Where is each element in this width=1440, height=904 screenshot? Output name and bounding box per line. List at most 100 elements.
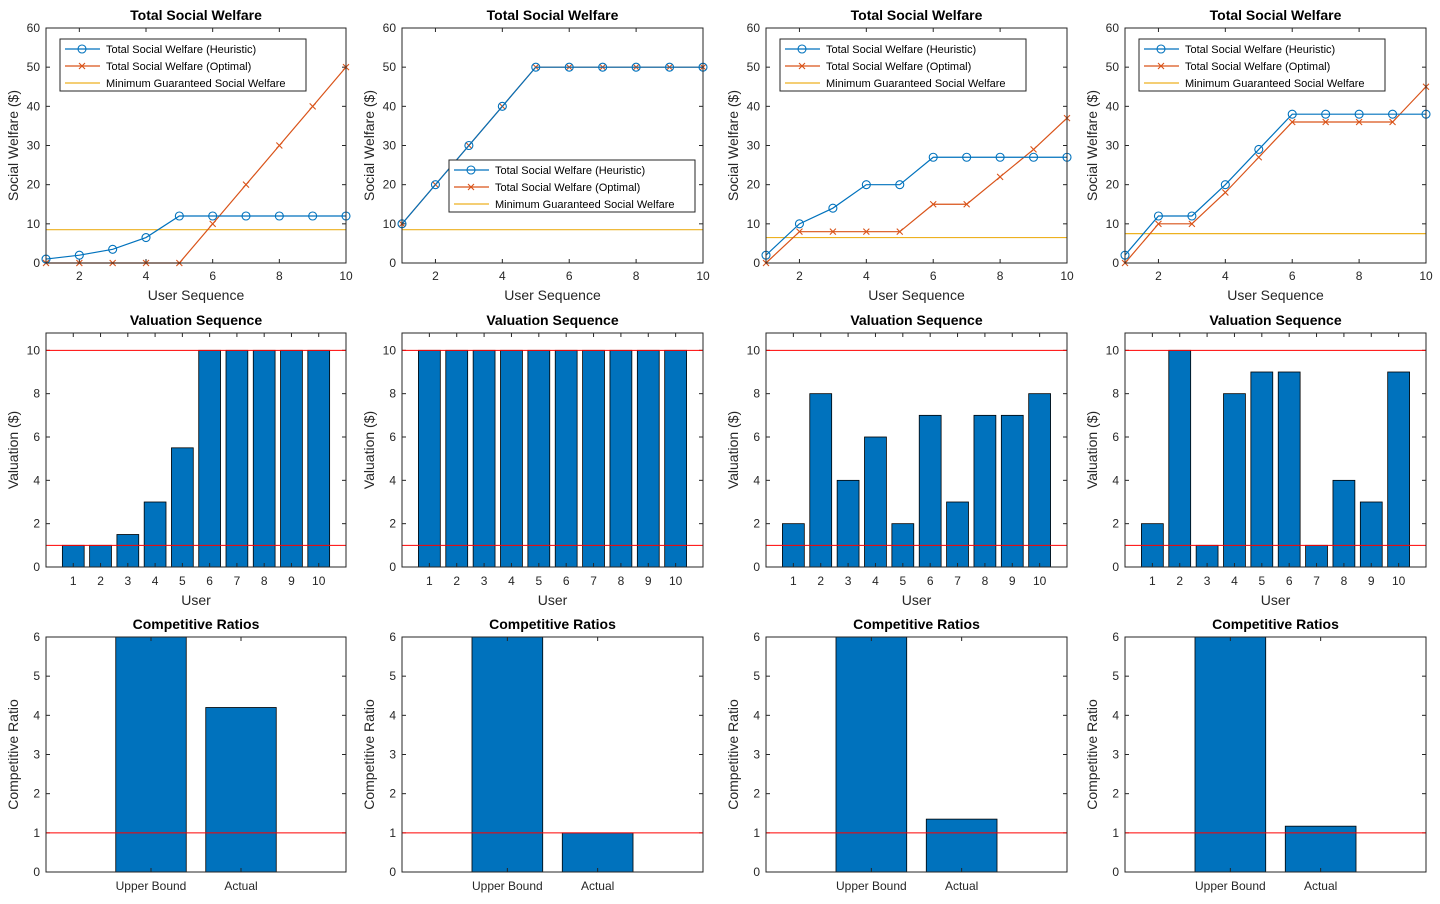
legend: Total Social Welfare (Heuristic) Total So…	[1138, 38, 1386, 92]
y-tick-label: 0	[33, 865, 40, 879]
heuristic-point	[1220, 180, 1230, 190]
x-tick-label: 9	[645, 574, 652, 588]
legend-label: Minimum Guaranteed Social Welfare	[495, 199, 675, 211]
y-tick-label: 0	[1112, 256, 1119, 270]
y-tick-label: 5	[33, 669, 40, 683]
plot-area	[402, 637, 703, 872]
optimal-point	[309, 102, 317, 110]
bar-8	[609, 349, 633, 568]
x-tick-label: Upper Bound	[836, 879, 907, 893]
y-tick-label: 4	[1112, 708, 1119, 722]
y-tick-label: 30	[383, 139, 397, 153]
x-tick-label: 8	[982, 574, 989, 588]
optimal-point	[929, 200, 937, 208]
y-tick-label: 0	[1112, 560, 1119, 574]
optimal-point	[1188, 220, 1196, 228]
y-tick-label: 5	[1112, 669, 1119, 683]
x-tick-label: 4	[499, 269, 506, 283]
chart-title: Valuation Sequence	[486, 312, 618, 328]
x-tick-label: 10	[1060, 269, 1074, 283]
legend-marker-circle	[797, 44, 807, 54]
y-tick-label: 4	[33, 473, 40, 487]
x-tick-label: 10	[1033, 574, 1047, 588]
x-tick-label: 4	[863, 269, 870, 283]
heuristic-point	[962, 152, 972, 162]
bar-2	[445, 349, 469, 568]
bar-upper-bound	[115, 636, 187, 873]
heuristic-point	[464, 140, 474, 151]
bar-9	[280, 349, 303, 568]
bar-10	[307, 349, 331, 568]
heuristic-point	[928, 152, 938, 162]
y-tick-label: 6	[33, 430, 40, 444]
y-tick-label: 3	[753, 748, 760, 762]
x-tick-label: 2	[1155, 269, 1162, 283]
optimal-point	[963, 200, 971, 208]
x-tick-label: 6	[1286, 574, 1293, 588]
x-tick-label: 2	[76, 269, 83, 283]
x-tick-label: 10	[696, 269, 710, 283]
heuristic-point	[1321, 109, 1331, 119]
welfare-chart-1: Total Social Welfare Social Welfare ($) 0 1…	[5, 7, 353, 303]
legend-label: Total Social Welfare (Heuristic)	[106, 44, 256, 56]
x-tick-label: Actual	[1304, 879, 1337, 893]
legend: Total Social Welfare (Heuristic) Total So…	[59, 38, 307, 92]
legend-label: Total Social Welfare (Optimal)	[1185, 61, 1330, 73]
optimal-point	[1322, 118, 1330, 126]
bar-4	[500, 349, 523, 568]
heuristic-point	[308, 211, 318, 221]
y-tick-label: 40	[747, 99, 761, 113]
heuristic-series-line	[1124, 113, 1426, 256]
optimal-point	[242, 181, 250, 189]
x-tick-label: 4	[1231, 574, 1238, 588]
optimal-series-line	[1124, 86, 1427, 264]
x-axis-label: User Sequence	[148, 287, 245, 303]
y-tick-label: 50	[383, 60, 397, 74]
x-tick-label: 4	[872, 574, 879, 588]
x-axis-label: User	[181, 592, 211, 608]
y-tick-label: 10	[27, 343, 41, 357]
x-tick-label: 3	[1204, 574, 1211, 588]
x-tick-label: 6	[566, 269, 573, 283]
x-tick-label: 7	[1313, 574, 1320, 588]
bar-2	[809, 393, 833, 568]
x-tick-label: 8	[1356, 269, 1363, 283]
x-axis-label: User Sequence	[504, 287, 601, 303]
y-tick-label: 0	[1112, 865, 1119, 879]
axes-frame	[45, 332, 347, 568]
y-axis-label: Competitive Ratio	[725, 699, 741, 810]
bar-8	[252, 349, 276, 568]
y-tick-label: 4	[1112, 473, 1119, 487]
optimal-series-line	[765, 117, 1068, 264]
axes-frame	[401, 27, 704, 264]
y-tick-label: 60	[1106, 21, 1120, 35]
legend-box	[779, 38, 1027, 92]
heuristic-point	[1354, 109, 1364, 119]
y-tick-label: 8	[753, 387, 760, 401]
optimal-point	[1355, 118, 1363, 126]
bar-8	[973, 414, 997, 568]
chart-title: Total Social Welfare	[130, 7, 262, 23]
axes-frame	[401, 332, 704, 568]
ratio-chart-1: Competitive Ratios Competitive Ratio 0 1 2 3 4…	[5, 616, 347, 893]
x-tick-label: Actual	[224, 879, 257, 893]
x-tick-label: 8	[633, 269, 640, 283]
y-tick-label: 2	[1112, 517, 1119, 531]
y-tick-label: 3	[1112, 748, 1119, 762]
heuristic-point	[598, 62, 608, 72]
ratio-chart-3: Competitive Ratios Competitive Ratio 0 1 2 3 4…	[725, 616, 1068, 893]
y-tick-label: 2	[33, 517, 40, 531]
x-tick-label: 1	[426, 574, 433, 588]
chart-title: Competitive Ratios	[1212, 616, 1339, 632]
bar-10	[1028, 393, 1051, 568]
legend-marker-circle	[77, 44, 87, 54]
legend-box	[59, 38, 307, 92]
bar-4	[864, 436, 887, 568]
bar-9	[1000, 414, 1024, 568]
legend-label: Minimum Guaranteed Social Welfare	[106, 78, 286, 90]
legend: Total Social Welfare (Heuristic) Total So…	[448, 159, 696, 213]
x-tick-label: Actual	[945, 879, 978, 893]
heuristic-point	[1388, 109, 1398, 119]
axes-frame	[765, 636, 1068, 873]
y-tick-label: 20	[747, 178, 761, 192]
